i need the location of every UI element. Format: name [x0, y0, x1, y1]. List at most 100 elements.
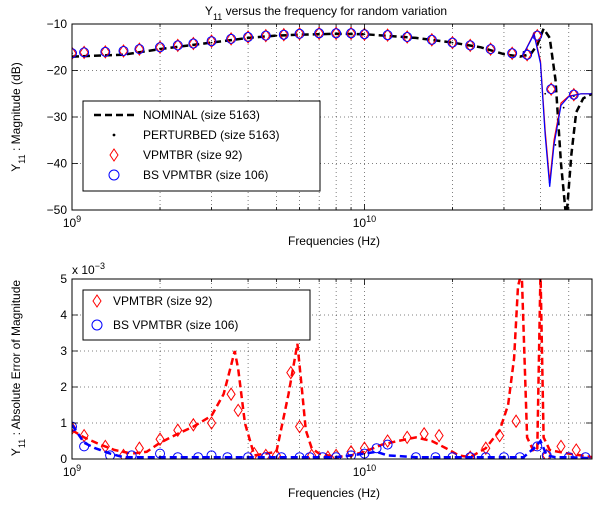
- bs-vpmtbr-size-106-marker: [260, 452, 271, 459]
- legend: NOMINAL (size 5163) PERTURBED (size 5163…: [82, 100, 321, 192]
- vpmtbr-size-92-marker: [188, 36, 198, 51]
- bs-vpmtbr-size-106-marker: [346, 28, 357, 39]
- bs-vpmtbr-size-106-marker: [498, 452, 509, 459]
- vpmtbr-size-92-marker: [226, 387, 236, 402]
- perturbed-size-5163-point: [503, 53, 505, 56]
- vpmtbr-size-92-marker: [382, 28, 393, 43]
- vpmtbr-size-92-marker: [402, 430, 412, 445]
- bs-vpmtbr-size-106-line: [522, 32, 592, 187]
- y-tick-label: −20: [47, 64, 68, 78]
- bs-vpmtbr-size-106-marker: [580, 452, 591, 459]
- bs-vpmtbr-size-106-marker: [134, 44, 145, 55]
- vpmtbr-size-92-marker: [72, 421, 77, 436]
- vpmtbr-size-92-marker: [261, 28, 271, 43]
- vpmtbr-size-92-marker: [465, 38, 475, 53]
- grid: [72, 279, 592, 459]
- bs-vpmtbr-size-106-marker: [346, 450, 357, 459]
- vpmtbr-size-92-marker: [323, 450, 333, 459]
- x-tick-label: 1010: [353, 463, 376, 479]
- legend: VPMTBR (size 92) BS VPMTBR (size 106): [82, 289, 311, 341]
- legend-vpmtbr-label: VPMTBR (size 92): [113, 294, 212, 308]
- bs-vpmtbr-size-106-marker: [541, 450, 552, 459]
- vpmtbr-size-92-marker: [188, 417, 198, 432]
- vpmtbr-size-92-marker: [511, 414, 521, 429]
- bs-vpmtbr-size-106-marker: [304, 452, 315, 459]
- vpmtbr-size-92-marker: [118, 44, 129, 58]
- bs-vpmtbr-size-106-marker: [79, 47, 90, 58]
- vpmtbr-size-92-marker: [279, 27, 289, 42]
- legend-perturbed-label: PERTURBED (size 5163): [143, 128, 280, 142]
- vpmtbr-size-92-marker: [134, 441, 144, 456]
- perturbed-size-5163-point: [415, 37, 417, 39]
- perturbed-size-5163-point: [539, 46, 542, 49]
- vpmtbr-size-92-marker: [206, 416, 217, 430]
- bs-vpmtbr-size-106-marker: [382, 30, 393, 41]
- bs-vpmtbr-size-106-marker: [532, 441, 543, 452]
- ticks: 109 1010 −50 −40 −30 −20 −10: [47, 17, 593, 230]
- y-tick-label: 5: [60, 272, 67, 286]
- x-axis-label: Frequencies (Hz): [288, 234, 380, 248]
- vpmtbr-size-92-marker: [226, 31, 236, 46]
- bs-vpmtbr-size-106-marker: [188, 38, 199, 49]
- x-tick-label: 109: [63, 214, 81, 230]
- perturbed-size-5163-point: [562, 106, 565, 109]
- vpmtbr-size-92-marker: [542, 448, 552, 459]
- bs-vpmtbr-size-106-marker: [276, 452, 287, 459]
- y-axis-label: Y11 : Absolute Error of Magnitude: [9, 280, 27, 456]
- y-multiplier: x 10−3: [72, 261, 105, 277]
- y-tick-label: 2: [60, 380, 67, 394]
- y-tick-label: 4: [60, 308, 67, 322]
- bs-vpmtbr-size-106-marker: [382, 439, 393, 450]
- perturbed-size-5163-point: [451, 41, 454, 44]
- vpmtbr-size-92-marker: [173, 423, 183, 438]
- bs-vpmtbr-size-106-marker: [465, 40, 476, 51]
- y-tick-label: −30: [47, 110, 68, 124]
- y-tick-label: 0: [60, 452, 67, 466]
- legend-perturbed-swatch: [112, 133, 116, 137]
- bs-vpmtbr-size-106-marker: [206, 450, 217, 459]
- y-tick-label: 1: [60, 416, 67, 430]
- vpmtbr-size-92-marker: [447, 35, 458, 50]
- bs-vpmtbr-size-106-marker: [172, 40, 183, 51]
- y-axis-label: Y11 : Magnitude (dB): [9, 62, 27, 171]
- bs-vpmtbr-size-106-marker: [72, 48, 77, 59]
- vpmtbr-size-92-marker: [571, 443, 581, 457]
- vpmtbr-size-92-marker: [155, 432, 165, 447]
- perturbed-size-5163-point: [275, 34, 278, 37]
- bs-vpmtbr-size-106-marker: [410, 452, 421, 459]
- bs-vpmtbr-size-106-marker: [447, 452, 458, 459]
- bs-vpmtbr-size-106-marker: [480, 452, 491, 459]
- vpmtbr-size-92-marker: [155, 40, 165, 55]
- bs-vpmtbr-size-106-marker: [155, 42, 166, 53]
- bs-vpmtbr-size-106-marker: [105, 450, 116, 459]
- vpmtbr-size-92-marker: [314, 26, 324, 41]
- vpmtbr-size-92-marker: [507, 46, 517, 61]
- bs-vpmtbr-size-106-marker: [314, 28, 325, 39]
- vpmtbr-size-92-marker: [481, 441, 491, 456]
- vpmtbr-size-92-marker: [100, 44, 110, 59]
- bs-vpmtbr-size-106-marker: [447, 37, 458, 48]
- bs-vpmtbr-size-106-marker: [317, 452, 328, 459]
- bs-vpmtbr-size-106-marker: [430, 452, 441, 459]
- bs-vpmtbr-size-106-marker: [402, 32, 413, 43]
- vpmtbr-size-92-marker: [173, 38, 183, 53]
- x-tick-label: 1010: [353, 214, 376, 230]
- bs-vpmtbr-size-106-marker: [126, 450, 137, 459]
- vpmtbr-size-92-marker: [434, 428, 444, 443]
- perturbed-size-5163-point: [335, 32, 337, 35]
- vpmtbr-size-92-marker: [569, 87, 579, 102]
- y-tick-label: −50: [47, 203, 68, 217]
- bs-vpmtbr-size-106-marker: [206, 36, 217, 47]
- vpmtbr-size-92-marker: [261, 448, 271, 459]
- vpmtbr-size-92-marker: [294, 26, 305, 41]
- series-clip: [72, 25, 592, 210]
- vpmtbr-size-92-marker: [249, 446, 259, 459]
- legend-bsvpmtbr-label: BS VPMTBR (size 106): [143, 168, 268, 182]
- y-tick-label: −10: [47, 17, 68, 31]
- legend-nominal-label: NOMINAL (size 5163): [143, 108, 260, 122]
- vpmtbr-size-92-marker: [427, 32, 437, 47]
- bs-vpmtbr-size-106-marker: [371, 443, 382, 454]
- legend-box: [82, 289, 311, 341]
- vpmtbr-size-92-marker: [382, 434, 393, 448]
- perturbed-size-5163-point: [554, 144, 557, 146]
